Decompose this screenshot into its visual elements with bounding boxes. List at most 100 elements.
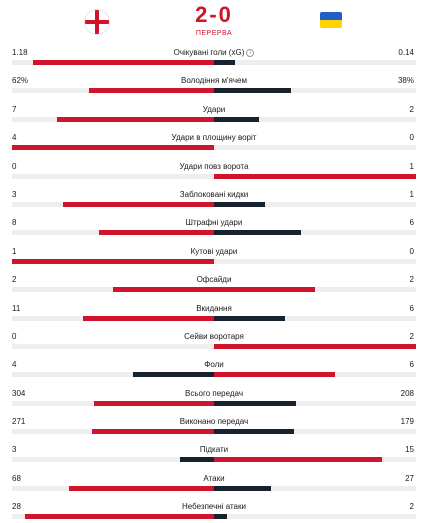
away-value: 179 — [400, 417, 414, 427]
away-bar — [214, 173, 416, 179]
away-bar — [214, 514, 228, 520]
stat-row: 7 Удари 2 — [0, 101, 428, 129]
match-status: ПЕРЕРВА — [195, 30, 233, 37]
home-bar-track — [12, 457, 214, 463]
stat-label: Удари — [0, 105, 428, 114]
away-value: 6 — [409, 360, 414, 370]
home-bar — [62, 201, 214, 207]
home-bar-track — [12, 514, 214, 520]
away-value: 27 — [405, 473, 414, 483]
stat-row: 304 Всього передач 208 — [0, 385, 428, 413]
stat-label-text: Удари повз ворота — [179, 161, 249, 171]
away-value: 15 — [405, 445, 414, 455]
home-value: 4 — [12, 133, 17, 143]
stat-row: 2 Офсайди 2 — [0, 271, 428, 299]
away-bar-track — [214, 343, 416, 349]
england-flag-icon — [85, 10, 109, 34]
away-bar-track — [214, 116, 416, 122]
info-icon[interactable]: i — [246, 48, 255, 57]
stat-label-text: Удари в площину воріт — [171, 133, 257, 143]
stat-label: Удари в площину воріт — [0, 133, 428, 142]
stat-row: 271 Виконано передач 179 — [0, 413, 428, 441]
stat-label: Заблоковані кидки — [0, 190, 428, 199]
away-bar — [214, 116, 259, 122]
home-value: 0 — [12, 331, 17, 341]
home-bar-track — [12, 485, 214, 491]
home-value: 3 — [12, 445, 17, 455]
away-value: 38% — [397, 76, 414, 86]
home-value: 2 — [12, 275, 17, 285]
stat-label-text: Фоли — [204, 360, 224, 370]
stat-label-text: Очікувані голи (xG) — [173, 48, 245, 57]
home-value: 68 — [12, 473, 21, 483]
home-bar-track — [12, 88, 214, 94]
away-bar — [214, 88, 291, 94]
stat-label-text: Атаки — [203, 473, 225, 483]
away-value: 2 — [409, 331, 414, 341]
away-bar — [214, 315, 286, 321]
stat-label-text: Заблоковані кидки — [179, 189, 249, 199]
home-bar-track — [12, 429, 214, 435]
stat-label-text: Сейви воротаря — [184, 331, 244, 341]
away-bar-track — [214, 372, 416, 378]
home-bar-track — [12, 201, 214, 207]
home-bar — [98, 230, 214, 236]
home-bar-track — [12, 116, 214, 122]
stat-row: 1 Кутові удари 0 — [0, 243, 428, 271]
stat-label: Виконано передач — [0, 417, 428, 426]
home-bar-track — [12, 400, 214, 406]
away-bar-track — [214, 201, 416, 207]
stat-row: 4 Удари в площину воріт 0 — [0, 129, 428, 157]
stat-row: 1.18 Очікувані голи (xG) i 0.14 — [0, 44, 428, 72]
stat-label: Всього передач — [0, 389, 428, 398]
stat-label: Небезпечні атаки — [0, 502, 428, 511]
ukraine-flag-icon — [320, 12, 342, 28]
home-bar-track — [12, 372, 214, 378]
stat-label-text: Штрафні удари — [185, 218, 243, 228]
stat-label: Фоли — [0, 360, 428, 369]
stat-label-text: Небезпечні атаки — [182, 502, 246, 512]
away-value: 6 — [409, 303, 414, 313]
home-bar — [56, 116, 214, 122]
stat-label: Удари повз ворота — [0, 162, 428, 171]
home-bar — [33, 60, 214, 65]
home-bar — [69, 485, 214, 491]
away-bar — [214, 287, 315, 293]
stat-label: Володіння м'ячем — [0, 76, 428, 85]
away-bar — [214, 372, 336, 378]
home-value: 4 — [12, 360, 17, 370]
away-value: 0 — [409, 246, 414, 256]
away-bar-track — [214, 145, 416, 151]
away-value: 6 — [409, 218, 414, 228]
home-bar — [180, 457, 214, 463]
away-value: 2 — [409, 275, 414, 285]
stat-label: Вкидання — [0, 304, 428, 313]
home-bar-track — [12, 173, 214, 179]
home-bar — [92, 429, 214, 435]
home-value: 11 — [12, 303, 21, 313]
away-bar-track — [214, 230, 416, 236]
away-bar-track — [214, 88, 416, 94]
stat-label-text: Виконано передач — [179, 417, 249, 427]
stat-row: 68 Атаки 27 — [0, 470, 428, 498]
away-bar-track — [214, 60, 416, 65]
stat-label-text: Володіння м'ячем — [181, 76, 247, 86]
home-bar-track — [12, 230, 214, 236]
away-bar — [214, 429, 295, 435]
stat-row: 28 Небезпечні атаки 2 — [0, 498, 428, 523]
home-bar-track — [12, 315, 214, 321]
home-bar-track — [12, 258, 214, 264]
away-value: 2 — [409, 502, 414, 512]
away-value: 1 — [409, 189, 414, 199]
away-bar — [214, 230, 301, 236]
home-value: 8 — [12, 218, 17, 228]
stat-row: 4 Фоли 6 — [0, 356, 428, 384]
stat-row: 3 Підкати 15 — [0, 441, 428, 469]
away-bar-track — [214, 173, 416, 179]
away-bar-track — [214, 429, 416, 435]
stat-row: 8 Штрафні удари 6 — [0, 214, 428, 242]
home-value: 28 — [12, 502, 21, 512]
home-bar — [83, 315, 214, 321]
home-bar-track — [12, 343, 214, 349]
stat-row: 0 Удари повз ворота 1 — [0, 158, 428, 186]
